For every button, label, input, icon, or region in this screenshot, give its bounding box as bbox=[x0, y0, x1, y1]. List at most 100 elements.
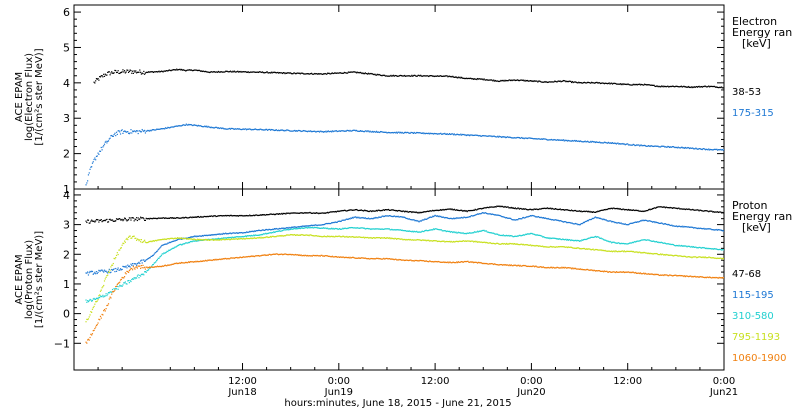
data-point bbox=[125, 131, 127, 133]
data-point bbox=[279, 228, 281, 230]
data-point bbox=[393, 131, 395, 134]
data-point bbox=[333, 222, 335, 224]
data-point bbox=[279, 235, 281, 237]
data-point bbox=[321, 212, 323, 214]
data-point bbox=[162, 71, 164, 73]
data-point bbox=[204, 239, 206, 241]
data-point bbox=[723, 230, 724, 232]
data-point bbox=[178, 217, 180, 219]
data-point bbox=[236, 238, 238, 240]
data-point bbox=[376, 210, 378, 212]
data-point bbox=[400, 210, 403, 212]
data-point bbox=[111, 269, 114, 271]
data-point bbox=[564, 139, 566, 141]
data-point bbox=[578, 240, 581, 242]
data-point bbox=[234, 71, 236, 73]
data-point bbox=[678, 207, 680, 209]
data-point bbox=[387, 209, 389, 211]
data-point bbox=[487, 213, 489, 215]
data-point bbox=[96, 272, 98, 275]
data-point bbox=[607, 208, 610, 210]
data-point bbox=[722, 87, 724, 89]
data-point bbox=[706, 148, 708, 151]
data-point bbox=[396, 229, 398, 231]
data-point bbox=[608, 142, 610, 144]
data-point bbox=[286, 228, 289, 231]
data-point bbox=[440, 75, 443, 77]
data-point bbox=[729, 150, 730, 151]
data-point bbox=[241, 235, 244, 238]
data-point bbox=[313, 224, 315, 227]
data-point bbox=[260, 234, 262, 236]
data-point bbox=[397, 75, 399, 77]
data-point bbox=[431, 229, 433, 231]
data-point bbox=[260, 71, 262, 73]
data-point bbox=[216, 215, 218, 217]
data-point bbox=[128, 70, 130, 73]
data-point bbox=[261, 129, 263, 131]
data-point bbox=[716, 86, 718, 88]
data-point bbox=[176, 239, 178, 241]
data-point bbox=[250, 234, 252, 237]
data-point bbox=[269, 236, 271, 238]
data-point bbox=[203, 239, 205, 241]
data-point bbox=[500, 79, 502, 82]
data-point bbox=[614, 242, 616, 244]
data-point bbox=[285, 130, 287, 132]
data-point bbox=[89, 222, 91, 224]
data-point bbox=[683, 85, 685, 87]
data-point bbox=[254, 214, 256, 216]
data-point bbox=[464, 209, 466, 212]
data-point bbox=[288, 234, 290, 236]
data-point bbox=[408, 132, 411, 134]
data-point bbox=[342, 219, 344, 221]
data-point bbox=[173, 217, 175, 219]
data-point bbox=[571, 139, 573, 142]
data-point bbox=[288, 229, 290, 231]
data-point bbox=[141, 72, 143, 74]
data-point bbox=[359, 130, 361, 132]
data-point bbox=[768, 88, 769, 89]
data-point bbox=[372, 228, 374, 230]
data-point bbox=[275, 227, 277, 230]
data-point bbox=[87, 180, 89, 182]
data-point bbox=[463, 77, 465, 79]
data-point bbox=[549, 139, 551, 141]
data-point bbox=[572, 140, 574, 142]
data-point bbox=[550, 237, 553, 240]
data-point bbox=[683, 245, 685, 247]
data-point bbox=[588, 219, 590, 221]
data-point bbox=[339, 228, 341, 230]
data-point bbox=[118, 130, 120, 132]
data-point bbox=[447, 76, 449, 78]
data-point bbox=[634, 209, 636, 212]
data-point bbox=[796, 89, 797, 90]
data-point bbox=[233, 215, 235, 217]
data-point bbox=[382, 131, 384, 133]
data-point bbox=[219, 238, 221, 240]
data-point bbox=[533, 80, 535, 83]
data-point bbox=[601, 209, 603, 211]
data-point bbox=[184, 124, 187, 126]
data-point bbox=[243, 71, 245, 73]
data-point bbox=[591, 211, 593, 214]
data-point bbox=[257, 129, 259, 131]
data-point bbox=[427, 210, 429, 212]
data-point bbox=[744, 150, 745, 151]
data-point bbox=[436, 228, 439, 230]
data-point bbox=[527, 80, 529, 82]
data-point bbox=[682, 86, 684, 88]
data-point bbox=[85, 184, 87, 186]
data-point bbox=[616, 222, 618, 224]
data-point bbox=[110, 266, 112, 268]
data-point bbox=[210, 239, 212, 241]
data-point bbox=[419, 220, 421, 222]
data-point bbox=[686, 208, 688, 210]
data-point bbox=[184, 124, 186, 126]
data-point bbox=[87, 318, 89, 321]
data-point bbox=[406, 210, 408, 212]
data-point bbox=[229, 71, 231, 73]
data-point bbox=[253, 128, 256, 130]
data-point bbox=[229, 236, 232, 239]
series-115-195 bbox=[85, 212, 724, 276]
